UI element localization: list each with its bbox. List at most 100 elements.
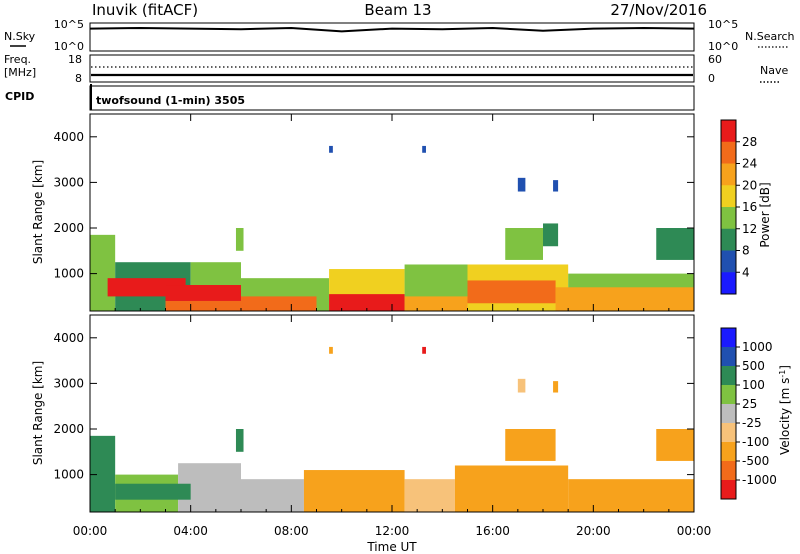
velocity-ytick-label: 3000	[53, 376, 84, 390]
velocity-colorbar-tick-label: 25	[742, 397, 757, 411]
velocity-colorbar: 1000 500 100 25 -25 -100 -500 -1000	[720, 327, 777, 500]
power-ytick-label: 1000	[53, 267, 84, 281]
station-title: Inuvik (fitACF)	[92, 1, 198, 19]
noise-right-tick-bottom: 10^0	[708, 40, 738, 53]
power-cell	[517, 177, 526, 192]
velocity-cell	[517, 378, 526, 393]
power-ytick-label: 2000	[53, 221, 84, 235]
velocity-colorbar-swatch	[721, 442, 736, 462]
velocity-cell	[454, 465, 569, 512]
velocity-cell	[329, 346, 333, 354]
cpid-value: twofsound (1-min) 3505	[96, 94, 245, 107]
x-tick-label: 16:00	[475, 524, 510, 538]
power-heatmap	[90, 145, 694, 311]
power-colorbar-swatch	[721, 163, 736, 186]
velocity-colorbar-swatch	[721, 328, 736, 348]
velocity-cell	[505, 429, 556, 461]
velocity-colorbar-tick-label: -100	[742, 435, 769, 449]
freq-tick-bottom: 8	[75, 72, 82, 85]
power-cell	[467, 280, 556, 304]
velocity-colorbar-tick-label: -500	[742, 454, 769, 468]
x-tick-label: 08:00	[274, 524, 309, 538]
noise-panel-frame	[89, 22, 695, 52]
power-colorbar-swatch	[721, 272, 736, 295]
velocity-colorbar-swatch	[721, 366, 736, 386]
power-colorbar-tick-label: 16	[742, 200, 757, 214]
power-cell	[553, 180, 559, 192]
noise-left-label: N.Sky	[4, 30, 36, 43]
power-ytick-label: 4000	[53, 130, 84, 144]
velocity-ytick-label: 4000	[53, 331, 84, 345]
velocity-cell	[303, 470, 405, 512]
velocity-ytick-label: 2000	[53, 422, 84, 436]
velocity-colorbar-swatch	[721, 385, 736, 405]
noise-left-tick-top: 10^5	[54, 18, 84, 31]
velocity-colorbar-tick-label: 500	[742, 359, 765, 373]
velocity-cell	[235, 429, 244, 452]
time-x-axis: 00:00 04:00 08:00 12:00 16:00 20:00 00:00	[73, 524, 712, 538]
power-colorbar-tick-label: 20	[742, 178, 757, 192]
beam-title: Beam 13	[364, 1, 431, 19]
date-title: 27/Nov/2016	[610, 1, 707, 19]
velocity-cell	[241, 479, 304, 512]
velocity-colorbar-label: Velocity [m s-1]	[778, 365, 792, 455]
power-colorbar-swatch	[721, 207, 736, 230]
velocity-colorbar-tick-label: -1000	[742, 473, 777, 487]
power-cell	[505, 228, 543, 260]
power-y-label: Slant Range [km]	[31, 160, 45, 264]
noise-trace	[89, 26, 695, 33]
x-tick-label: 00:00	[677, 524, 712, 538]
power-cell	[165, 300, 241, 311]
power-cell	[329, 294, 405, 311]
velocity-colorbar-swatch	[721, 480, 736, 500]
power-colorbar-tick-label: 4	[742, 265, 750, 279]
power-ytick-label: 3000	[53, 175, 84, 189]
velocity-y-label: Slant Range [km]	[31, 361, 45, 465]
power-cell	[543, 223, 559, 247]
velocity-colorbar-swatch	[721, 423, 736, 443]
freq-label-line2: [MHz]	[4, 66, 36, 79]
power-cell	[241, 296, 317, 311]
power-colorbar-swatch	[721, 141, 736, 164]
power-cell	[555, 287, 694, 311]
velocity-colorbar-swatch	[721, 347, 736, 367]
nave-label: Nave	[760, 64, 788, 77]
velocity-cell	[90, 435, 116, 512]
freq-tick-top: 18	[68, 53, 82, 66]
power-colorbar-tick-label: 28	[742, 135, 757, 149]
velocity-cell	[553, 381, 559, 393]
x-tick-label: 00:00	[73, 524, 108, 538]
x-tick-label: 20:00	[576, 524, 611, 538]
power-cell	[329, 145, 333, 153]
power-colorbar-swatch	[721, 250, 736, 273]
x-tick-label: 12:00	[375, 524, 410, 538]
power-cell	[404, 296, 468, 311]
velocity-cell	[404, 479, 455, 512]
velocity-y-axis: 4000 3000 2000 1000	[53, 315, 695, 512]
velocity-cell	[115, 483, 191, 500]
power-colorbar-swatch	[721, 185, 736, 208]
power-cell	[235, 228, 244, 251]
velocity-colorbar-frame	[720, 327, 737, 500]
velocity-heatmap	[90, 346, 694, 512]
power-colorbar-label: Power [dB]	[758, 182, 772, 247]
x-axis-label: Time UT	[366, 540, 417, 554]
power-y-axis: 4000 3000 2000 1000	[53, 114, 695, 311]
velocity-colorbar-swatch	[721, 404, 736, 424]
power-cell	[165, 285, 241, 301]
noise-right-label: N.Search	[745, 30, 795, 43]
velocity-cell	[568, 479, 694, 512]
velocity-cell	[656, 429, 694, 461]
power-colorbar-tick-label: 8	[742, 244, 750, 258]
velocity-cell	[422, 346, 426, 354]
power-cell	[90, 234, 116, 311]
power-colorbar-tick-label: 24	[742, 157, 757, 171]
power-colorbar-swatch	[721, 120, 736, 143]
velocity-colorbar-tick-label: 100	[742, 378, 765, 392]
power-colorbar: 28 24 20 16 12 8 4	[720, 119, 757, 295]
velocity-ytick-label: 1000	[53, 468, 84, 482]
nave-tick-top: 60	[708, 53, 722, 66]
noise-left-tick-bottom: 10^0	[54, 40, 84, 53]
velocity-colorbar-swatch	[721, 461, 736, 481]
